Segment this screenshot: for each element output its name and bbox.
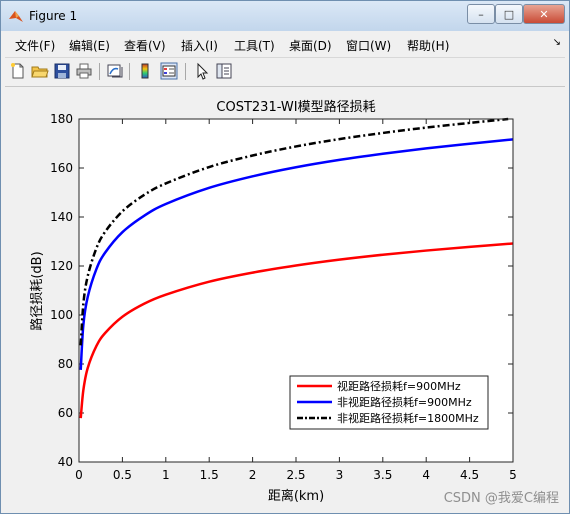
legend-icon[interactable]	[160, 62, 178, 80]
x-tick-label: 2.5	[286, 468, 305, 482]
minimize-icon: –	[478, 7, 484, 21]
link-plot-icon[interactable]	[106, 62, 124, 80]
property-editor-icon[interactable]	[215, 62, 233, 80]
x-tick-label: 3	[336, 468, 344, 482]
y-tick-label: 40	[58, 455, 73, 469]
maximize-button[interactable]: □	[495, 4, 523, 24]
y-tick-label: 120	[50, 259, 73, 273]
toolbar-separator	[99, 63, 100, 80]
save-icon[interactable]	[53, 62, 71, 80]
legend-entry: 非视距路径损耗f=1800MHz	[337, 411, 479, 425]
matlab-logo-icon	[9, 11, 23, 22]
y-tick-label: 180	[50, 112, 73, 126]
menu-window[interactable]: 窗口(W)	[346, 39, 392, 53]
x-tick-label: 2	[249, 468, 257, 482]
close-button[interactable]: ✕	[523, 4, 565, 24]
menubar-overflow-icon[interactable]: ↘	[552, 37, 561, 48]
menu-bar: 文件(F) 编辑(E) 查看(V) 插入(I) 工具(T) 桌面(D) 窗口(W…	[5, 33, 565, 55]
toolbar-separator	[129, 63, 130, 80]
figure-canvas: COST231-WI模型路径损耗 40 60 80 100 120 140 160 180 0…	[5, 87, 567, 511]
toolbar	[5, 57, 565, 87]
x-tick-label: 0	[75, 468, 83, 482]
window-title: Figure 1	[29, 9, 78, 23]
series-line-2[interactable]	[79, 138, 514, 370]
y-tick-label: 100	[50, 308, 73, 322]
close-icon: ✕	[539, 7, 549, 21]
open-folder-icon[interactable]	[31, 62, 49, 80]
x-axis-label: 距离(km)	[268, 488, 324, 504]
x-axis: 0 0.5 1 1.5 2 2.5 3 3.5 4 4.5 5	[75, 119, 517, 482]
y-tick-label: 60	[58, 406, 73, 420]
axes-box	[78, 118, 514, 463]
menu-tools[interactable]: 工具(T)	[234, 39, 275, 53]
y-tick-label: 140	[50, 210, 73, 224]
y-tick-label: 160	[50, 161, 73, 175]
colorbar-icon[interactable]	[136, 62, 154, 80]
toolbar-separator	[185, 63, 186, 80]
series-lines	[79, 117, 514, 419]
legend[interactable]: 视距路径损耗f=900MHz 非视距路径损耗f=900MHz 非视距路径损耗f=18…	[289, 375, 489, 430]
legend-entry: 视距路径损耗f=900MHz	[337, 379, 461, 393]
minimize-button[interactable]: –	[467, 4, 495, 24]
x-tick-label: 4.5	[460, 468, 479, 482]
y-axis-label: 路径损耗(dB)	[29, 251, 45, 330]
x-tick-label: 3.5	[373, 468, 392, 482]
print-icon[interactable]	[75, 62, 93, 80]
series-line-3[interactable]	[79, 117, 509, 346]
menu-desktop[interactable]: 桌面(D)	[289, 39, 332, 53]
watermark: CSDN @我爱C编程	[444, 491, 559, 506]
menu-view[interactable]: 查看(V)	[124, 39, 166, 53]
menu-help[interactable]: 帮助(H)	[407, 39, 450, 53]
menu-edit[interactable]: 编辑(E)	[69, 39, 110, 53]
x-tick-label: 4	[422, 468, 430, 482]
maximize-icon: □	[503, 7, 515, 21]
legend-entry: 非视距路径损耗f=900MHz	[337, 395, 472, 409]
y-tick-label: 80	[58, 357, 73, 371]
new-file-icon[interactable]	[9, 62, 27, 80]
x-tick-label: 1	[162, 468, 170, 482]
menu-insert[interactable]: 插入(I)	[181, 39, 218, 53]
x-tick-label: 0.5	[113, 468, 132, 482]
menu-file[interactable]: 文件(F)	[15, 39, 56, 53]
pointer-icon[interactable]	[193, 62, 211, 80]
x-tick-label: 5	[509, 468, 517, 482]
chart-title: COST231-WI模型路径损耗	[216, 99, 375, 115]
x-tick-label: 1.5	[200, 468, 219, 482]
title-bar[interactable]: Figure 1 – □ ✕	[1, 1, 569, 31]
series-line-1[interactable]	[79, 242, 514, 419]
